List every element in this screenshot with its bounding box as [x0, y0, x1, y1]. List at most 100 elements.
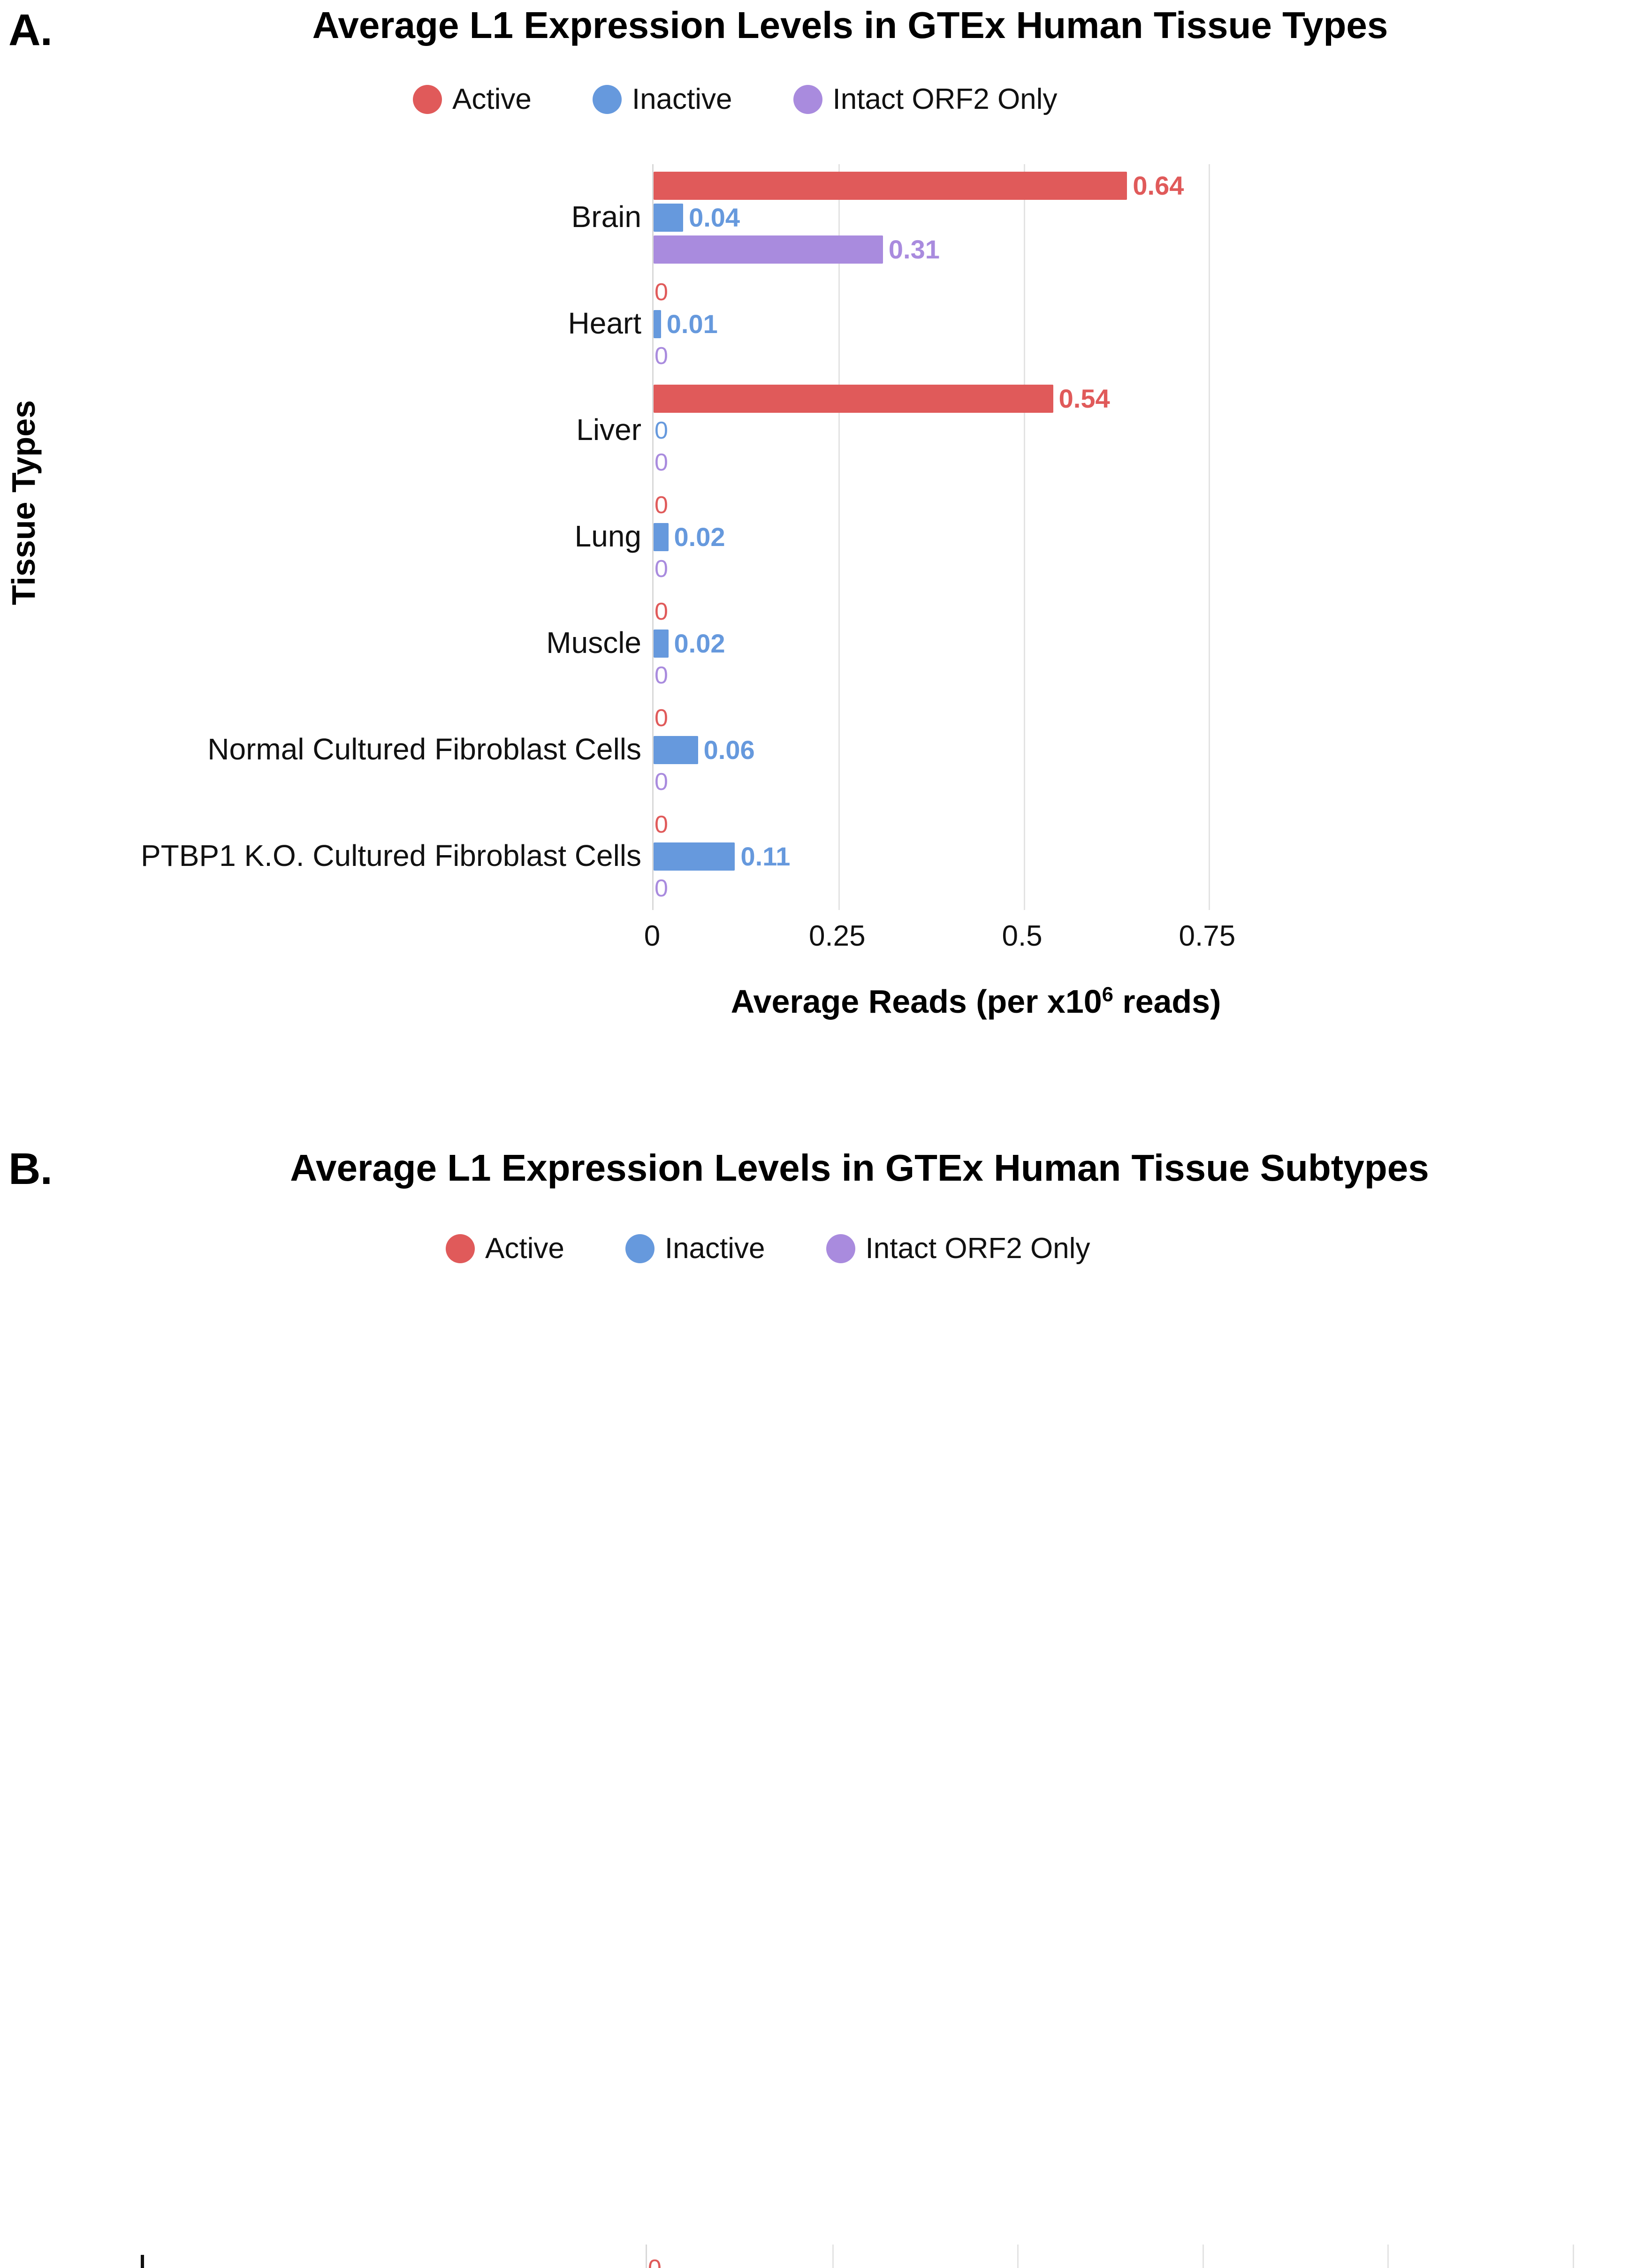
legend-item: Intact ORF2 Only	[826, 1232, 1090, 1265]
bar	[654, 523, 669, 551]
legend-label: Active	[452, 83, 532, 115]
bar-group: 0	[654, 448, 668, 477]
panel-b: B. Average L1 Expression Levels in GTEx …	[0, 1126, 1644, 2268]
bar-group: 0.06	[654, 735, 755, 765]
bar	[654, 842, 735, 871]
category-label: PTBP1 K.O. Cultured Fibroblast Cells	[140, 839, 641, 873]
category-label: Brain	[571, 199, 641, 234]
zero-value-label: 0	[655, 705, 668, 732]
chart-row: Normal Cultured Fibroblast Cells 0 0.06 0	[207, 704, 1300, 796]
bar	[654, 630, 669, 658]
zero-value-label: 0	[655, 278, 668, 306]
bar-value-label: 0.04	[689, 202, 740, 232]
bar-value-label: 0.01	[666, 309, 718, 339]
legend-dot-blue	[625, 1234, 655, 1263]
bar-group: 0	[654, 811, 668, 839]
bar	[654, 171, 1127, 200]
legend-label: Active	[485, 1232, 564, 1265]
x-tick-label: 0.5	[1002, 920, 1043, 952]
bar	[654, 203, 684, 232]
gridline	[1573, 2245, 1574, 2268]
legend-label: Inactive	[664, 1232, 765, 1265]
x-axis-title-prefix: Average Reads (per x10	[731, 983, 1102, 1020]
zero-value-label: 0	[655, 811, 668, 839]
bar-group: 0.31	[654, 235, 940, 264]
category-label: Muscle	[546, 626, 641, 660]
legend-item: Inactive	[625, 1232, 765, 1265]
bar-value-label: 0.02	[674, 629, 725, 659]
category-label: Normal Cultured Fibroblast Cells	[207, 732, 641, 766]
gridline	[1017, 2245, 1019, 2268]
panel-a-letter: A.	[8, 5, 53, 55]
category-label: Heart	[568, 306, 642, 340]
x-tick-label: 0.75	[1179, 920, 1236, 952]
legend-panel-b: Active Inactive Intact ORF2 Only	[446, 1232, 1090, 1265]
legend-item: Intact ORF2 Only	[793, 83, 1057, 116]
chart-row: Heart 0 0.01 0	[568, 278, 1300, 370]
legend-dot-purple	[793, 84, 822, 114]
bar-value-label: 0.06	[703, 735, 755, 765]
gridline	[1387, 2245, 1389, 2268]
bar-value-label: 0.11	[740, 842, 791, 872]
chart-row: Lung 0 0.02 0	[575, 491, 1300, 583]
zero-value-label: 0	[655, 448, 668, 476]
bar-group: 0	[654, 342, 668, 370]
bar-value-label: 0.02	[674, 522, 725, 552]
bar-group: 0.64	[654, 170, 1184, 200]
zero-value-label: 0	[655, 555, 668, 583]
x-tick-label: 0.25	[808, 920, 866, 952]
bar-value-label: 0.54	[1058, 383, 1110, 413]
zero-value-label: 0	[655, 598, 668, 626]
legend-panel-a: Active Inactive Intact ORF2 Only	[413, 83, 1057, 116]
panel-a-title: Average L1 Expression Levels in GTEx Hum…	[312, 4, 1388, 46]
bar-group: 0	[654, 555, 668, 583]
x-tick-label: 0	[644, 920, 661, 952]
group-bracket-line	[141, 2255, 144, 2268]
chart-row: Brain 0.64 0.04 0.31	[571, 170, 1300, 264]
bar-group: 0.01	[654, 310, 718, 338]
x-axis-title-exponent: 6	[1102, 983, 1113, 1006]
legend-dot-purple	[826, 1234, 855, 1263]
bar-group: 0	[654, 874, 668, 903]
legend-item: Inactive	[592, 83, 732, 116]
legend-item: Active	[413, 83, 532, 116]
bar-group: 0	[654, 278, 668, 306]
bar-group: 0.02	[654, 523, 725, 551]
legend-label: Inactive	[632, 83, 732, 115]
zero-value-label: 0	[655, 417, 668, 444]
bar	[654, 235, 883, 264]
panel-a-x-ticks: 0 0.25 0.5 0.75	[644, 919, 1300, 957]
gridline	[832, 2245, 834, 2268]
gridline	[1208, 164, 1210, 910]
legend-dot-red	[446, 1234, 475, 1263]
category-label: Liver	[576, 412, 641, 447]
chart-row: Anterior Cingulate Cortex00.060	[647, 2255, 1571, 2268]
gridline	[838, 164, 840, 910]
gridline	[1202, 2245, 1204, 2268]
zero-value-label: 0	[655, 342, 668, 370]
gridline	[1023, 164, 1025, 910]
legend-dot-blue	[592, 84, 622, 114]
bar-group: 0.11	[654, 842, 790, 871]
zero-value-label: 0	[655, 492, 668, 519]
bar-group: 0	[654, 417, 668, 445]
panel-a-x-axis-title: Average Reads (per x106 reads)	[652, 983, 1300, 1020]
bar	[654, 310, 661, 338]
bar-group: 0	[654, 491, 668, 519]
legend-label: Intact ORF2 Only	[865, 1232, 1090, 1265]
zero-value-label: 0	[655, 768, 668, 796]
x-axis-title-suffix: reads)	[1113, 983, 1221, 1020]
legend-item: Active	[446, 1232, 564, 1265]
panel-a-y-axis-title: Tissue Types	[5, 400, 42, 605]
bar-group: 0	[647, 2255, 662, 2268]
legend-dot-red	[413, 84, 442, 114]
chart-row: Liver 0.54 0 0	[576, 383, 1300, 477]
bar-group: 0	[654, 598, 668, 626]
panel-b-plot-area: Anterior Cingulate Cortex00.060Cerebella…	[646, 2245, 1574, 2268]
zero-value-label: 0	[648, 2256, 662, 2268]
zero-value-label: 0	[655, 875, 668, 903]
bar	[654, 736, 698, 765]
panel-b-title: Average L1 Expression Levels in GTEx Hum…	[290, 1147, 1429, 1189]
bar-value-label: 0.64	[1133, 170, 1184, 200]
